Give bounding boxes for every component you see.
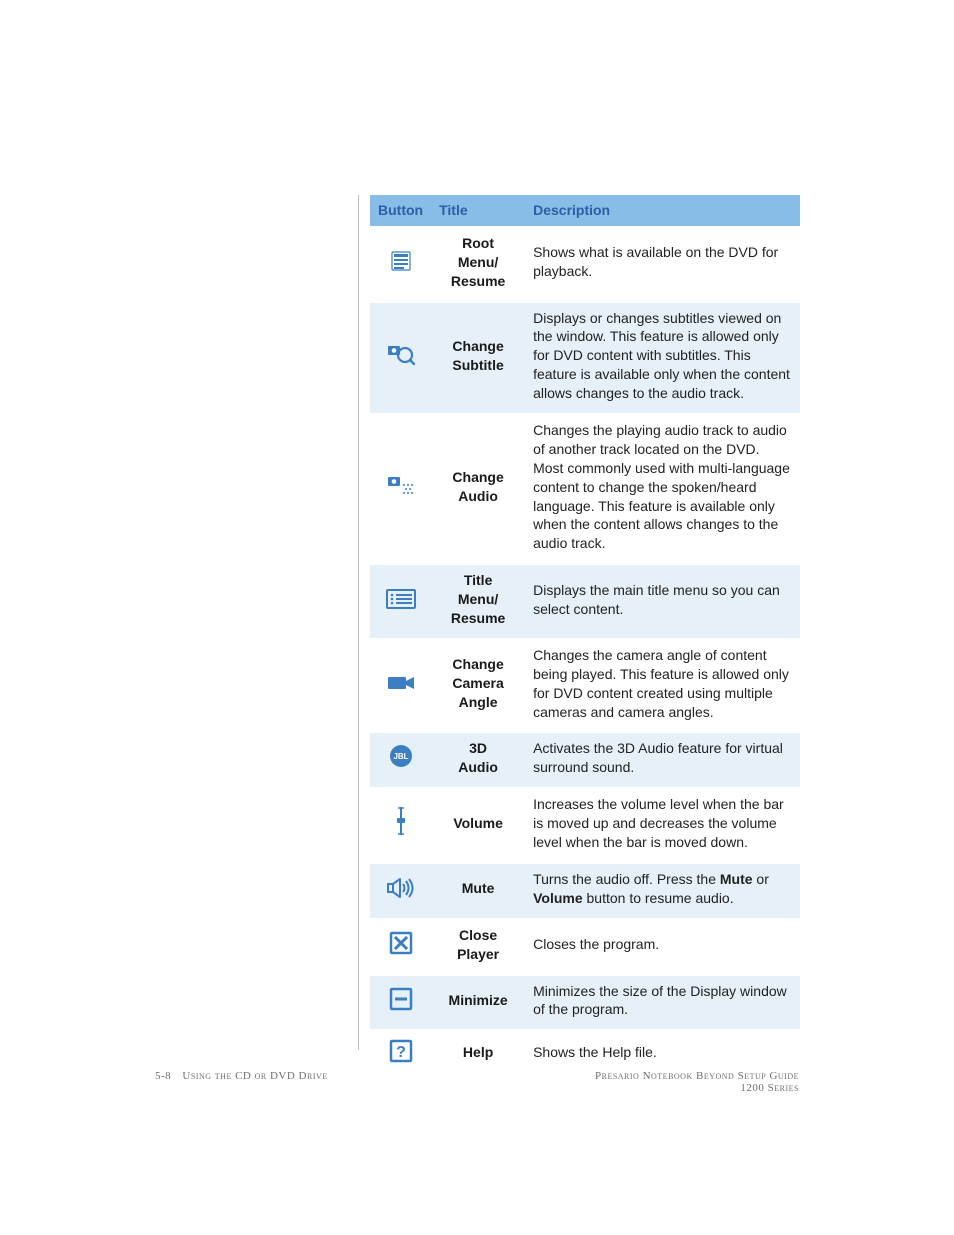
table-row: MinimizeMinimizes the size of the Displa… [370, 975, 800, 1031]
vertical-divider [358, 195, 359, 1050]
page-number: 5-8 [155, 1070, 171, 1082]
table-row: MuteTurns the audio off. Press the Mute … [370, 863, 800, 919]
table-row: RootMenu/ResumeShows what is available o… [370, 227, 800, 302]
table-row: ChangeAudioChanges the playing audio tra… [370, 414, 800, 564]
help-icon: ? [385, 1037, 417, 1065]
button-title-cell: ChangeAudio [431, 414, 525, 564]
button-icon-cell [370, 919, 431, 975]
button-title-cell: ChangeSubtitle [431, 302, 525, 414]
button-description-cell: Activates the 3D Audio feature for virtu… [525, 732, 800, 788]
page-footer: 5-8 Using the CD or DVD Drive Presario N… [155, 1070, 799, 1094]
button-icon-cell [370, 788, 431, 863]
button-title-cell: TitleMenu/Resume [431, 564, 525, 639]
button-icon-cell [370, 975, 431, 1031]
button-title-cell: 3DAudio [431, 732, 525, 788]
document-page: Button Title Description RootMenu/Resume… [0, 0, 954, 1235]
button-icon-cell [370, 863, 431, 919]
subtitle-icon [385, 341, 417, 369]
footer-series: 1200 Series [595, 1082, 799, 1094]
svg-text:?: ? [396, 1044, 406, 1061]
footer-left: 5-8 Using the CD or DVD Drive [155, 1070, 328, 1082]
button-description-cell: Increases the volume level when the bar … [525, 788, 800, 863]
mute-icon [385, 874, 417, 902]
col-header-title: Title [431, 195, 525, 227]
dvd-buttons-table: Button Title Description RootMenu/Resume… [370, 195, 800, 1080]
table-header-row: Button Title Description [370, 195, 800, 227]
table-row: TitleMenu/ResumeDisplays the main title … [370, 564, 800, 639]
col-header-button: Button [370, 195, 431, 227]
button-description-cell: Displays the main title menu so you can … [525, 564, 800, 639]
table-body: RootMenu/ResumeShows what is available o… [370, 227, 800, 1079]
root-menu-icon [385, 247, 417, 275]
button-icon-cell [370, 564, 431, 639]
table-row: VolumeIncreases the volume level when th… [370, 788, 800, 863]
button-icon-cell [370, 227, 431, 302]
button-icon-cell [370, 639, 431, 733]
content-area: Button Title Description RootMenu/Resume… [370, 195, 800, 1080]
footer-guide-title: Presario Notebook Beyond Setup Guide [595, 1070, 799, 1082]
button-title-cell: Minimize [431, 975, 525, 1031]
svg-text:JBL: JBL [393, 752, 408, 761]
footer-chapter-title: Using the CD or DVD Drive [182, 1070, 327, 1082]
button-description-cell: Shows what is available on the DVD for p… [525, 227, 800, 302]
table-row: JBL 3DAudioActivates the 3D Audio featur… [370, 732, 800, 788]
table-row: ClosePlayerCloses the program. [370, 919, 800, 975]
col-header-description: Description [525, 195, 800, 227]
button-description-cell: Changes the camera angle of content bein… [525, 639, 800, 733]
button-description-cell: Displays or changes subtitles viewed on … [525, 302, 800, 414]
title-menu-icon [385, 585, 417, 613]
button-icon-cell [370, 302, 431, 414]
button-title-cell: RootMenu/Resume [431, 227, 525, 302]
button-title-cell: Mute [431, 863, 525, 919]
table-row: ChangeSubtitleDisplays or changes subtit… [370, 302, 800, 414]
button-description-cell: Changes the playing audio track to audio… [525, 414, 800, 564]
button-icon-cell [370, 414, 431, 564]
button-description-cell: Minimizes the size of the Display window… [525, 975, 800, 1031]
button-icon-cell: JBL [370, 732, 431, 788]
audio-icon [385, 472, 417, 500]
footer-right: Presario Notebook Beyond Setup Guide 120… [595, 1070, 799, 1094]
minimize-icon [385, 985, 417, 1013]
camera-angle-icon [385, 669, 417, 697]
close-icon [385, 929, 417, 957]
jbl-3d-icon: JBL [385, 742, 417, 770]
button-description-cell: Turns the audio off. Press the Mute or V… [525, 863, 800, 919]
table-row: ChangeCameraAngleChanges the camera angl… [370, 639, 800, 733]
button-description-cell: Closes the program. [525, 919, 800, 975]
button-title-cell: ClosePlayer [431, 919, 525, 975]
button-title-cell: Volume [431, 788, 525, 863]
volume-slider-icon [385, 807, 417, 835]
button-title-cell: ChangeCameraAngle [431, 639, 525, 733]
